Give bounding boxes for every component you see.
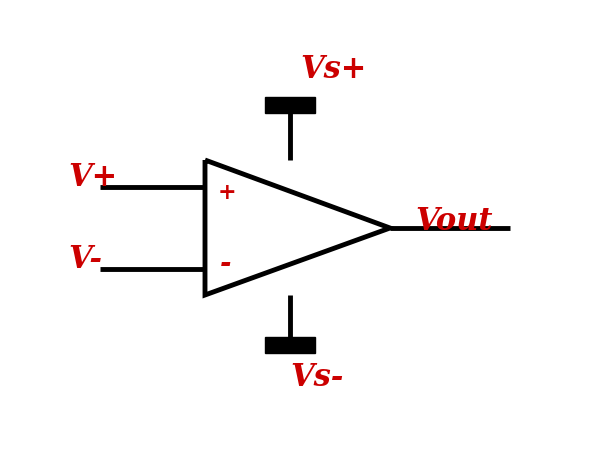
- Text: V+: V+: [68, 162, 117, 194]
- Text: Vout: Vout: [415, 207, 493, 238]
- Polygon shape: [265, 337, 315, 353]
- Text: Vs+: Vs+: [300, 54, 366, 86]
- Text: -: -: [220, 252, 232, 279]
- Text: +: +: [218, 182, 236, 204]
- Text: Vs-: Vs-: [290, 363, 343, 393]
- Polygon shape: [265, 97, 315, 113]
- Text: V-: V-: [68, 244, 102, 275]
